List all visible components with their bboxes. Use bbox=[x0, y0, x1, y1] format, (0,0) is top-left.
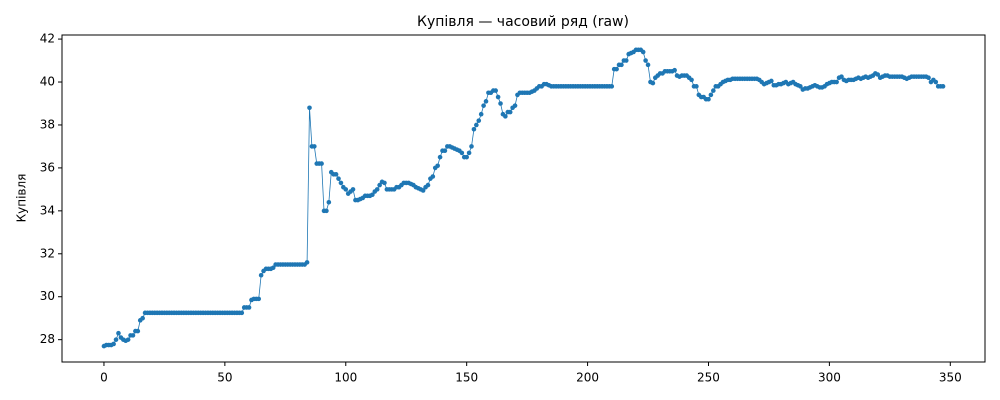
data-point bbox=[113, 337, 119, 342]
data-point bbox=[711, 88, 716, 93]
data-point bbox=[469, 144, 474, 149]
y-axis-label: Купівля bbox=[15, 174, 29, 223]
data-point bbox=[466, 150, 472, 156]
data-point bbox=[706, 96, 711, 102]
data-point bbox=[256, 296, 262, 302]
data-point bbox=[834, 79, 839, 85]
data-point bbox=[498, 101, 503, 106]
data-point bbox=[619, 62, 624, 68]
data-point bbox=[130, 333, 136, 338]
data-point bbox=[495, 94, 501, 100]
y-tick-label: 32 bbox=[40, 246, 55, 260]
data-point bbox=[239, 310, 245, 316]
data-point bbox=[483, 99, 489, 104]
x-tick-label: 0 bbox=[100, 371, 108, 385]
y-tick-label: 36 bbox=[40, 160, 55, 174]
data-point bbox=[374, 187, 380, 192]
data-point bbox=[694, 84, 699, 89]
data-point bbox=[471, 126, 477, 132]
data-point bbox=[370, 192, 375, 198]
data-point bbox=[382, 180, 387, 186]
x-tick-label: 300 bbox=[818, 371, 841, 385]
data-point bbox=[420, 188, 426, 193]
data-point bbox=[474, 122, 479, 128]
data-point bbox=[503, 114, 508, 119]
data-point bbox=[324, 208, 329, 214]
data-point bbox=[650, 80, 656, 86]
x-tick-label: 350 bbox=[939, 371, 962, 385]
data-point bbox=[933, 79, 939, 85]
x-tick-label: 100 bbox=[334, 371, 357, 385]
chart-title: Купівля — часовий ряд (raw) bbox=[417, 14, 629, 30]
x-tick-label: 250 bbox=[697, 371, 720, 385]
data-point bbox=[246, 305, 252, 310]
data-point bbox=[839, 74, 844, 79]
x-tick-label: 50 bbox=[217, 371, 232, 385]
data-point bbox=[940, 84, 946, 89]
y-tick-label: 42 bbox=[40, 32, 55, 46]
data-point bbox=[507, 109, 513, 115]
data-point bbox=[319, 161, 324, 166]
data-point bbox=[430, 174, 436, 179]
data-point bbox=[464, 154, 469, 160]
data-point bbox=[425, 182, 431, 188]
data-point bbox=[643, 58, 648, 63]
data-point bbox=[435, 163, 440, 169]
data-point bbox=[135, 328, 141, 334]
data-point bbox=[125, 337, 131, 342]
data-point bbox=[512, 103, 518, 108]
y-tick-label: 38 bbox=[40, 117, 55, 131]
data-point bbox=[640, 49, 646, 55]
y-tick-label: 34 bbox=[40, 203, 55, 217]
y-tick-label: 28 bbox=[40, 332, 55, 346]
data-point bbox=[304, 260, 310, 265]
x-tick-label: 200 bbox=[576, 371, 599, 385]
data-point bbox=[258, 272, 264, 278]
data-point bbox=[769, 78, 774, 84]
data-point bbox=[689, 77, 694, 83]
data-point bbox=[442, 148, 448, 154]
data-point bbox=[338, 180, 344, 186]
data-point bbox=[493, 88, 498, 93]
data-point bbox=[140, 315, 145, 321]
data-point bbox=[116, 330, 121, 336]
data-point bbox=[312, 144, 317, 149]
data-point bbox=[343, 187, 349, 192]
plot-frame bbox=[61, 34, 986, 363]
data-point bbox=[307, 105, 312, 111]
data-point bbox=[476, 118, 482, 123]
data-point bbox=[326, 199, 332, 205]
data-point bbox=[333, 172, 339, 177]
data-point bbox=[926, 75, 931, 81]
data-point bbox=[645, 62, 651, 68]
data-point bbox=[614, 66, 619, 72]
x-tick-label: 150 bbox=[455, 371, 478, 385]
data-point bbox=[672, 67, 677, 73]
data-point bbox=[111, 341, 116, 347]
data-point bbox=[798, 84, 803, 89]
data-point bbox=[336, 176, 341, 181]
data-point bbox=[437, 154, 443, 160]
data-point bbox=[478, 111, 484, 117]
data-point bbox=[350, 187, 356, 192]
y-tick-label: 30 bbox=[40, 289, 55, 303]
data-point bbox=[875, 72, 881, 77]
data-point bbox=[609, 84, 615, 89]
data-point bbox=[377, 182, 382, 188]
data-point bbox=[481, 103, 486, 108]
data-point bbox=[708, 92, 714, 98]
data-point bbox=[270, 265, 276, 271]
y-tick-label: 40 bbox=[40, 75, 55, 89]
data-point bbox=[623, 58, 629, 63]
data-point bbox=[459, 150, 465, 156]
